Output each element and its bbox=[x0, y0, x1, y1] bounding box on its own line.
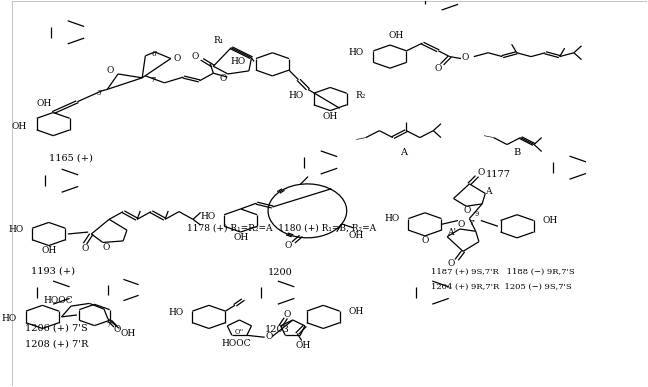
Text: 1165 (+): 1165 (+) bbox=[49, 153, 93, 162]
Text: HO: HO bbox=[348, 48, 364, 57]
Text: O: O bbox=[219, 74, 227, 83]
Text: HOOC: HOOC bbox=[43, 296, 73, 305]
Text: 1206 (+) 7'S: 1206 (+) 7'S bbox=[25, 324, 87, 333]
Text: HO: HO bbox=[384, 214, 400, 223]
Text: 1193 (+): 1193 (+) bbox=[31, 267, 75, 276]
Text: HO: HO bbox=[231, 57, 246, 66]
Text: O: O bbox=[284, 241, 292, 250]
Text: O: O bbox=[462, 53, 469, 62]
Text: HO: HO bbox=[8, 225, 23, 234]
Text: O: O bbox=[421, 236, 428, 245]
Text: 3': 3' bbox=[97, 89, 103, 97]
Text: HO: HO bbox=[168, 308, 183, 317]
Text: 1177: 1177 bbox=[485, 170, 511, 179]
Text: 1178 (+) R₁=R₂=A  1180 (+) R₁=B, R₂=A: 1178 (+) R₁=R₂=A 1180 (+) R₁=B, R₂=A bbox=[187, 223, 376, 232]
Text: 1200: 1200 bbox=[268, 268, 292, 277]
Text: 1208 (+) 7'R: 1208 (+) 7'R bbox=[25, 339, 88, 348]
Text: A': A' bbox=[447, 228, 456, 237]
Text: 1187 (+) 9S,7'R   1188 (−) 9R,7'S: 1187 (+) 9S,7'R 1188 (−) 9R,7'S bbox=[432, 268, 575, 276]
Text: O: O bbox=[102, 243, 110, 252]
Text: R₂: R₂ bbox=[356, 91, 366, 101]
Text: O: O bbox=[81, 244, 89, 253]
Text: O: O bbox=[457, 220, 465, 229]
Text: A: A bbox=[485, 187, 492, 196]
Text: R₁: R₁ bbox=[213, 36, 224, 45]
Text: OH: OH bbox=[348, 231, 364, 240]
Text: O: O bbox=[174, 54, 181, 63]
Text: OH: OH bbox=[36, 99, 51, 108]
Text: OH: OH bbox=[323, 112, 338, 121]
Text: O: O bbox=[464, 206, 471, 215]
Text: O: O bbox=[477, 168, 485, 177]
Text: O: O bbox=[448, 259, 456, 268]
Text: 1203: 1203 bbox=[265, 325, 290, 334]
Text: OH: OH bbox=[349, 307, 364, 316]
Text: 6': 6' bbox=[152, 50, 158, 58]
Text: O: O bbox=[113, 325, 121, 334]
Text: 7': 7' bbox=[106, 320, 112, 329]
Text: OH: OH bbox=[41, 246, 56, 255]
Text: OH: OH bbox=[11, 122, 27, 130]
Text: 7': 7' bbox=[470, 219, 476, 227]
Text: O: O bbox=[435, 64, 442, 73]
Text: A: A bbox=[400, 148, 408, 157]
Text: OH: OH bbox=[121, 329, 136, 338]
Text: HO: HO bbox=[2, 314, 17, 323]
Text: HO: HO bbox=[200, 212, 215, 221]
Text: O: O bbox=[266, 332, 273, 341]
Text: O: O bbox=[192, 52, 199, 61]
Text: 9: 9 bbox=[475, 210, 479, 218]
Text: HO: HO bbox=[288, 91, 303, 101]
Text: 7': 7' bbox=[150, 76, 157, 84]
Text: O: O bbox=[283, 310, 291, 319]
Text: OH: OH bbox=[389, 31, 404, 40]
Text: OH: OH bbox=[233, 233, 248, 241]
Text: HOOC: HOOC bbox=[222, 339, 251, 348]
Text: O: O bbox=[107, 67, 114, 75]
Text: OH: OH bbox=[296, 341, 311, 350]
Text: 1204 (+) 9R,7'R  1205 (−) 9S,7'S: 1204 (+) 9R,7'R 1205 (−) 9S,7'S bbox=[432, 283, 572, 291]
Text: B: B bbox=[513, 148, 521, 157]
Text: OH: OH bbox=[542, 216, 558, 225]
Text: O'': O'' bbox=[235, 328, 244, 336]
